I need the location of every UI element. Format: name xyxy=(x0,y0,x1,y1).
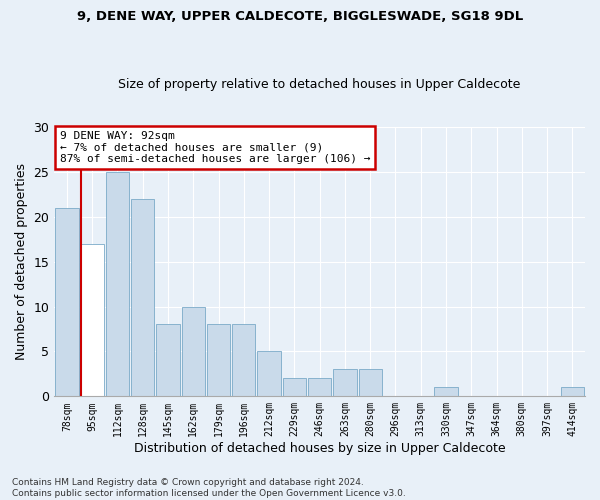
Bar xyxy=(207,324,230,396)
Bar xyxy=(283,378,306,396)
Y-axis label: Number of detached properties: Number of detached properties xyxy=(15,163,28,360)
Title: Size of property relative to detached houses in Upper Caldecote: Size of property relative to detached ho… xyxy=(118,78,521,91)
Bar xyxy=(308,378,331,396)
Bar xyxy=(434,388,458,396)
X-axis label: Distribution of detached houses by size in Upper Caldecote: Distribution of detached houses by size … xyxy=(134,442,505,455)
Bar xyxy=(257,352,281,397)
Bar xyxy=(232,324,256,396)
Text: 9 DENE WAY: 92sqm
← 7% of detached houses are smaller (9)
87% of semi-detached h: 9 DENE WAY: 92sqm ← 7% of detached house… xyxy=(59,131,370,164)
Bar xyxy=(80,244,104,396)
Text: 9, DENE WAY, UPPER CALDECOTE, BIGGLESWADE, SG18 9DL: 9, DENE WAY, UPPER CALDECOTE, BIGGLESWAD… xyxy=(77,10,523,23)
Text: Contains HM Land Registry data © Crown copyright and database right 2024.
Contai: Contains HM Land Registry data © Crown c… xyxy=(12,478,406,498)
Bar xyxy=(359,370,382,396)
Bar xyxy=(157,324,179,396)
Bar xyxy=(182,306,205,396)
Bar xyxy=(333,370,356,396)
Bar xyxy=(55,208,79,396)
Bar xyxy=(131,198,154,396)
Bar xyxy=(106,172,129,396)
Bar xyxy=(561,388,584,396)
